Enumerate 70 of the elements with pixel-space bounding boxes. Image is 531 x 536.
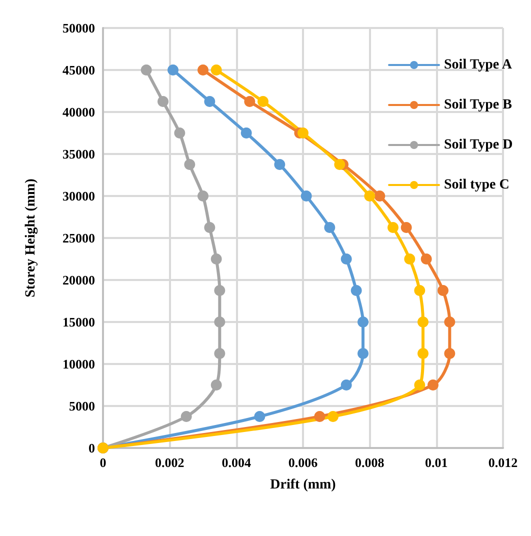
point bbox=[388, 222, 398, 233]
point bbox=[174, 128, 186, 138]
point bbox=[204, 222, 216, 233]
point bbox=[428, 380, 438, 390]
point bbox=[204, 96, 216, 107]
point bbox=[314, 411, 326, 422]
point bbox=[140, 64, 152, 76]
legend-label: Soil Type B bbox=[444, 98, 512, 112]
x-tick-label: 0.012 bbox=[488, 455, 518, 470]
point bbox=[414, 380, 426, 390]
point bbox=[210, 64, 222, 76]
y-tick-label: 50000 bbox=[62, 20, 95, 36]
y-tick-label: 20000 bbox=[62, 272, 95, 288]
y-tick-label: 40000 bbox=[62, 104, 95, 120]
point bbox=[374, 190, 386, 202]
x-tick-label: 0.01 bbox=[424, 455, 448, 470]
point bbox=[214, 316, 226, 328]
point bbox=[404, 254, 416, 264]
point bbox=[214, 348, 226, 359]
point bbox=[418, 316, 428, 328]
x-tick-label: 0 bbox=[100, 455, 106, 470]
point bbox=[328, 411, 338, 422]
point bbox=[158, 96, 168, 107]
point bbox=[414, 285, 426, 296]
y-tick-label: 10000 bbox=[62, 356, 95, 372]
point bbox=[274, 159, 286, 170]
point bbox=[444, 348, 456, 359]
point bbox=[240, 128, 252, 138]
point bbox=[214, 285, 226, 296]
point bbox=[358, 348, 368, 359]
x-tick-label: 0.008 bbox=[355, 455, 385, 470]
legend-label: Soil type C bbox=[444, 178, 510, 192]
y-tick-label: 0 bbox=[88, 440, 95, 456]
point bbox=[340, 380, 352, 390]
point bbox=[334, 159, 346, 170]
x-tick-label: 0.004 bbox=[222, 455, 252, 470]
x-axis-title: Drift (mm) bbox=[270, 478, 336, 492]
point bbox=[244, 96, 256, 107]
point bbox=[324, 222, 336, 233]
y-tick-label: 25000 bbox=[62, 230, 95, 246]
point bbox=[418, 348, 428, 359]
point bbox=[180, 411, 192, 422]
point bbox=[400, 222, 412, 233]
legend-label: Soil Type D bbox=[444, 138, 513, 152]
point bbox=[420, 254, 432, 264]
point bbox=[444, 316, 456, 328]
y-tick-label: 30000 bbox=[62, 188, 95, 204]
point bbox=[350, 285, 362, 296]
point bbox=[254, 411, 266, 422]
point bbox=[340, 254, 352, 264]
y-tick-label: 5000 bbox=[69, 398, 95, 414]
point bbox=[300, 190, 312, 202]
point bbox=[364, 190, 376, 202]
point bbox=[184, 159, 196, 170]
x-tick-label: 0.006 bbox=[288, 455, 318, 470]
y-tick-label: 35000 bbox=[62, 146, 95, 162]
point bbox=[168, 64, 178, 76]
point bbox=[298, 128, 308, 138]
point bbox=[438, 285, 448, 296]
point bbox=[258, 96, 268, 107]
point bbox=[358, 316, 368, 328]
y-tick-label: 45000 bbox=[62, 62, 95, 78]
point bbox=[198, 64, 208, 76]
point bbox=[210, 380, 222, 390]
point bbox=[210, 254, 222, 264]
legend-label: Soil Type A bbox=[444, 58, 513, 72]
point bbox=[198, 190, 208, 202]
x-tick-label: 0.002 bbox=[155, 455, 184, 470]
y-tick-label: 15000 bbox=[62, 314, 95, 330]
y-axis-title: Storey Height (mm) bbox=[24, 178, 38, 298]
